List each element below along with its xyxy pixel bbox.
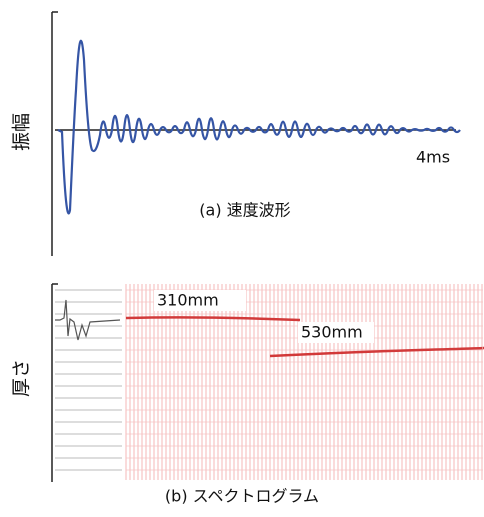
panel-a: 振幅 4ms (a) 速度波形 xyxy=(11,12,461,256)
spectrogram xyxy=(126,284,483,480)
profile-curve xyxy=(55,300,120,340)
figure: 振幅 4ms (a) 速度波形 310mm 530mm 厚さ (b) スペクトロ… xyxy=(0,0,484,517)
y-label: 厚さ xyxy=(11,359,33,397)
annotation: 310mm xyxy=(157,291,219,310)
waveform xyxy=(58,41,460,214)
caption: (b) スペクトログラム xyxy=(165,487,319,506)
y-label: 振幅 xyxy=(11,113,33,151)
profile-grid xyxy=(55,290,122,470)
annotation: 530mm xyxy=(301,323,363,342)
panel-b: 310mm 530mm 厚さ (b) スペクトログラム xyxy=(11,284,484,506)
caption: (a) 速度波形 xyxy=(199,201,290,220)
time-annotation: 4ms xyxy=(416,148,450,167)
